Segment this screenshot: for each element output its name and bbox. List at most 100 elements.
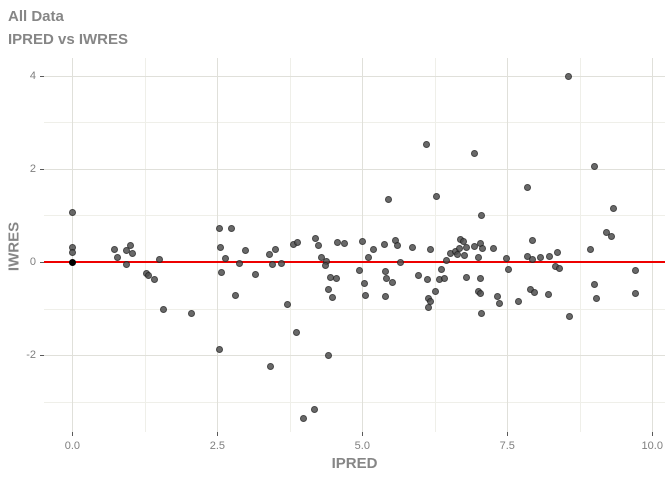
data-point <box>477 290 485 298</box>
data-point <box>315 241 323 249</box>
x-axis-title: IPRED <box>331 455 378 472</box>
y-axis-tick-label: 2 <box>29 162 36 175</box>
y-axis-title: IWRES <box>5 221 23 272</box>
data-point <box>536 254 544 262</box>
data-point <box>505 265 513 273</box>
data-point <box>217 268 225 276</box>
data-point <box>358 238 366 246</box>
x-axis-tick-mark <box>507 432 509 436</box>
data-point <box>591 281 599 289</box>
x-axis-tick-label: 10.0 <box>641 440 663 452</box>
y-axis-tick-mark <box>40 355 44 357</box>
data-point <box>369 245 377 253</box>
data-point <box>145 272 153 280</box>
data-point <box>69 209 77 217</box>
data-point <box>292 328 300 336</box>
data-point <box>566 313 574 321</box>
data-point <box>216 346 224 354</box>
data-point <box>432 192 440 200</box>
data-point <box>389 279 397 287</box>
data-point <box>126 242 134 250</box>
y-axis-tick-mark <box>40 75 44 77</box>
data-point <box>217 244 225 252</box>
x-axis-tick-mark <box>652 432 654 436</box>
chart-title: All Data <box>8 8 64 25</box>
y-axis-tick-mark <box>40 168 44 170</box>
data-point <box>478 244 486 252</box>
zero-reference-line <box>44 261 665 263</box>
data-point <box>471 243 479 251</box>
data-point <box>414 272 422 280</box>
minor-gridline-horizontal <box>44 215 665 217</box>
data-point <box>277 260 285 268</box>
data-point <box>470 149 478 157</box>
data-point <box>524 183 531 191</box>
data-point <box>474 254 482 262</box>
data-point <box>383 275 391 283</box>
data-point <box>340 239 348 247</box>
data-point <box>151 275 159 283</box>
major-gridline-horizontal <box>44 355 665 357</box>
plot-panel <box>44 58 665 432</box>
data-point <box>311 234 319 242</box>
y-axis-tick-label: 0 <box>29 256 36 268</box>
major-gridline-horizontal <box>44 75 665 77</box>
data-point <box>424 303 432 311</box>
data-point-origin <box>69 259 77 266</box>
data-point <box>356 267 364 275</box>
y-axis-tick-mark <box>40 262 44 263</box>
data-point <box>265 251 273 259</box>
minor-gridline-horizontal <box>44 401 665 403</box>
minor-gridline-horizontal <box>44 308 665 310</box>
data-point <box>544 291 552 299</box>
data-point <box>423 276 431 284</box>
data-point <box>502 255 510 263</box>
chart-subtitle: IPRED vs IWRES <box>8 31 129 48</box>
data-point <box>228 224 236 232</box>
x-axis-tick-label: 2.5 <box>209 440 226 452</box>
data-point <box>215 225 223 232</box>
data-point <box>381 267 389 275</box>
data-point <box>590 162 598 170</box>
data-point <box>554 249 562 257</box>
data-point <box>556 265 564 273</box>
data-point <box>478 310 486 318</box>
data-point <box>236 259 244 267</box>
data-point <box>632 289 640 297</box>
data-point <box>111 245 119 253</box>
x-axis-tick-label: 5.0 <box>354 440 370 452</box>
data-point <box>546 252 554 260</box>
data-point <box>328 294 336 302</box>
x-axis-tick-mark <box>362 432 364 436</box>
data-point <box>114 254 122 262</box>
data-point <box>431 287 439 295</box>
data-point <box>493 293 501 300</box>
data-point <box>496 299 504 307</box>
data-point <box>529 256 537 264</box>
data-point <box>463 243 471 251</box>
data-point <box>440 275 448 283</box>
x-axis-tick-label: 7.5 <box>499 440 515 452</box>
minor-gridline-vertical <box>579 58 581 432</box>
data-point <box>325 351 333 359</box>
major-gridline-vertical <box>652 58 654 432</box>
data-point <box>478 212 486 220</box>
data-point <box>361 280 369 288</box>
data-point <box>530 288 538 296</box>
data-point <box>365 254 373 262</box>
data-point <box>453 251 461 259</box>
data-point <box>632 267 640 275</box>
data-point <box>232 292 240 300</box>
data-point <box>586 245 594 253</box>
data-point <box>384 195 392 203</box>
data-point <box>159 306 167 314</box>
data-point <box>608 233 616 241</box>
data-point <box>380 240 388 248</box>
data-point <box>252 270 260 278</box>
minor-gridline-horizontal <box>44 122 665 124</box>
data-point <box>299 414 307 422</box>
data-point <box>460 252 468 259</box>
major-gridline-horizontal <box>44 168 665 170</box>
data-point <box>477 274 485 282</box>
